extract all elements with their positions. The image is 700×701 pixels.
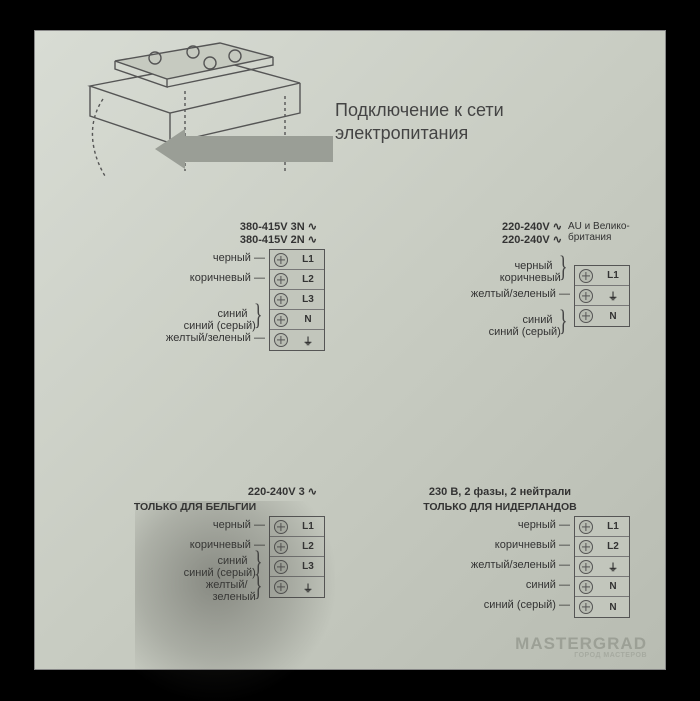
header-b-l1: 220-240V ∿ bbox=[502, 221, 562, 233]
title-line1: Подключение к сети bbox=[335, 100, 504, 120]
screw-icon bbox=[274, 520, 288, 534]
brace-icon: } bbox=[253, 306, 262, 324]
terminal-row: ⏚ bbox=[575, 557, 629, 577]
terminal-row: L2 bbox=[575, 537, 629, 557]
wire-label: черный bbox=[514, 261, 552, 273]
wire-label: синий (серый) bbox=[184, 321, 256, 333]
terminal-row: N bbox=[575, 306, 629, 326]
screw-icon bbox=[274, 333, 288, 347]
wire-label: желтый/зеленый bbox=[471, 560, 556, 572]
terminal-box-b: L1 ⏚ N bbox=[574, 265, 630, 327]
terminal-row: L1 bbox=[270, 250, 324, 270]
header-d: 230 В, 2 фазы, 2 нейтрали bbox=[429, 486, 571, 498]
arrow-body bbox=[183, 136, 333, 162]
install-diagram bbox=[75, 41, 305, 186]
brace-icon: } bbox=[558, 258, 567, 276]
screw-icon bbox=[274, 273, 288, 287]
wiring-block-220-au-uk: 220-240V ∿ 220-240V ∿ AU и Велико- брита… bbox=[370, 221, 630, 248]
wire-label: черный bbox=[213, 520, 251, 532]
wire-label: коричневый bbox=[190, 273, 251, 285]
terminal-row: L2 bbox=[270, 537, 324, 557]
header-b-note2: британия bbox=[568, 232, 611, 243]
screw-icon bbox=[579, 309, 593, 323]
terminal-row: L2 bbox=[270, 270, 324, 290]
screw-icon bbox=[274, 313, 288, 327]
wire-label: желтый/зеленый bbox=[166, 333, 251, 345]
header-b-note1: AU и Велико- bbox=[568, 221, 630, 232]
wiring-block-belgium: 220-240V 3 ∿ ТОЛЬКО ДЛЯ БЕЛЬГИИ L1 L2 L3… bbox=[65, 486, 325, 516]
header-a-l1: 380-415V 3N ∿ bbox=[240, 221, 317, 233]
wire-label: синий (серый) bbox=[489, 327, 561, 339]
wire-label: желтый/зеленый bbox=[471, 289, 556, 301]
wire-label: синий bbox=[218, 309, 248, 321]
screw-icon bbox=[579, 540, 593, 554]
wire-label: зеленый bbox=[212, 592, 255, 604]
watermark-main: MASTERGRAD bbox=[515, 634, 647, 653]
wiring-block-380-415: 380-415V 3N ∿ 380-415V 2N ∿ L1 L2 L3 N ⏚… bbox=[65, 221, 325, 248]
screw-icon bbox=[579, 520, 593, 534]
screw-icon bbox=[579, 560, 593, 574]
terminal-box-c: L1 L2 L3 ⏚ bbox=[269, 516, 325, 598]
sub-d: ТОЛЬКО ДЛЯ НИДЕРЛАНДОВ bbox=[423, 501, 577, 513]
screw-icon bbox=[274, 540, 288, 554]
wire-label: желтый/ bbox=[206, 580, 248, 592]
terminal-row: ⏚ bbox=[270, 330, 324, 350]
header-a-l2: 380-415V 2N ∿ bbox=[240, 234, 317, 246]
wire-label: черный bbox=[213, 253, 251, 265]
section-title: Подключение к сети электропитания bbox=[335, 99, 504, 146]
manual-page: Подключение к сети электропитания 380-41… bbox=[34, 30, 666, 670]
header-b-l2: 220-240V ∿ bbox=[502, 234, 562, 246]
header-c: 220-240V 3 ∿ bbox=[248, 486, 317, 498]
wire-labels-a: черный — коричневый — синий } синий (сер… bbox=[67, 249, 265, 349]
wire-labels-b: черный } коричневый желтый/зеленый — син… bbox=[372, 261, 570, 339]
watermark-sub: ГОРОД МАСТЕРОВ bbox=[515, 652, 647, 659]
sub-c: ТОЛЬКО ДЛЯ БЕЛЬГИИ bbox=[134, 501, 256, 513]
terminal-row: L3 bbox=[270, 557, 324, 577]
terminal-row: L1 bbox=[575, 266, 629, 286]
wire-label: синий (серый) bbox=[184, 568, 256, 580]
wire-label: синий bbox=[523, 315, 553, 327]
wire-label: синий bbox=[526, 580, 556, 592]
screw-icon bbox=[579, 269, 593, 283]
screw-icon bbox=[274, 293, 288, 307]
wire-label: синий bbox=[218, 556, 248, 568]
screw-icon bbox=[579, 289, 593, 303]
brace-icon: } bbox=[253, 577, 262, 595]
terminal-row: ⏚ bbox=[575, 286, 629, 306]
title-line2: электропитания bbox=[335, 123, 468, 143]
terminal-row: L1 bbox=[270, 517, 324, 537]
wire-label: коричневый bbox=[500, 273, 561, 285]
screw-icon bbox=[579, 580, 593, 594]
terminal-row: L1 bbox=[575, 517, 629, 537]
arrow-head bbox=[155, 129, 185, 169]
wire-label: черный bbox=[518, 520, 556, 532]
terminal-row: N bbox=[575, 597, 629, 617]
screw-icon bbox=[274, 253, 288, 267]
wiring-block-netherlands: 230 В, 2 фазы, 2 нейтрали ТОЛЬКО ДЛЯ НИД… bbox=[370, 486, 630, 516]
wire-label: коричневый bbox=[495, 540, 556, 552]
screw-icon bbox=[274, 560, 288, 574]
wire-label: коричневый bbox=[190, 540, 251, 552]
wire-labels-d: черный — коричневый — желтый/зеленый — с… bbox=[372, 516, 570, 616]
terminal-box-a: L1 L2 L3 N ⏚ bbox=[269, 249, 325, 351]
wire-labels-c: черный — коричневый — синий } синий (сер… bbox=[67, 516, 265, 604]
brace-icon: } bbox=[558, 312, 567, 330]
terminal-row: N bbox=[270, 310, 324, 330]
screw-icon bbox=[579, 600, 593, 614]
terminal-row: L3 bbox=[270, 290, 324, 310]
wire-label: синий (серый) bbox=[484, 600, 556, 612]
terminal-row: ⏚ bbox=[270, 577, 324, 597]
watermark: MASTERGRAD ГОРОД МАСТЕРОВ bbox=[515, 634, 647, 659]
terminal-row: N bbox=[575, 577, 629, 597]
screw-icon bbox=[274, 580, 288, 594]
terminal-box-d: L1 L2 ⏚ N N bbox=[574, 516, 630, 618]
